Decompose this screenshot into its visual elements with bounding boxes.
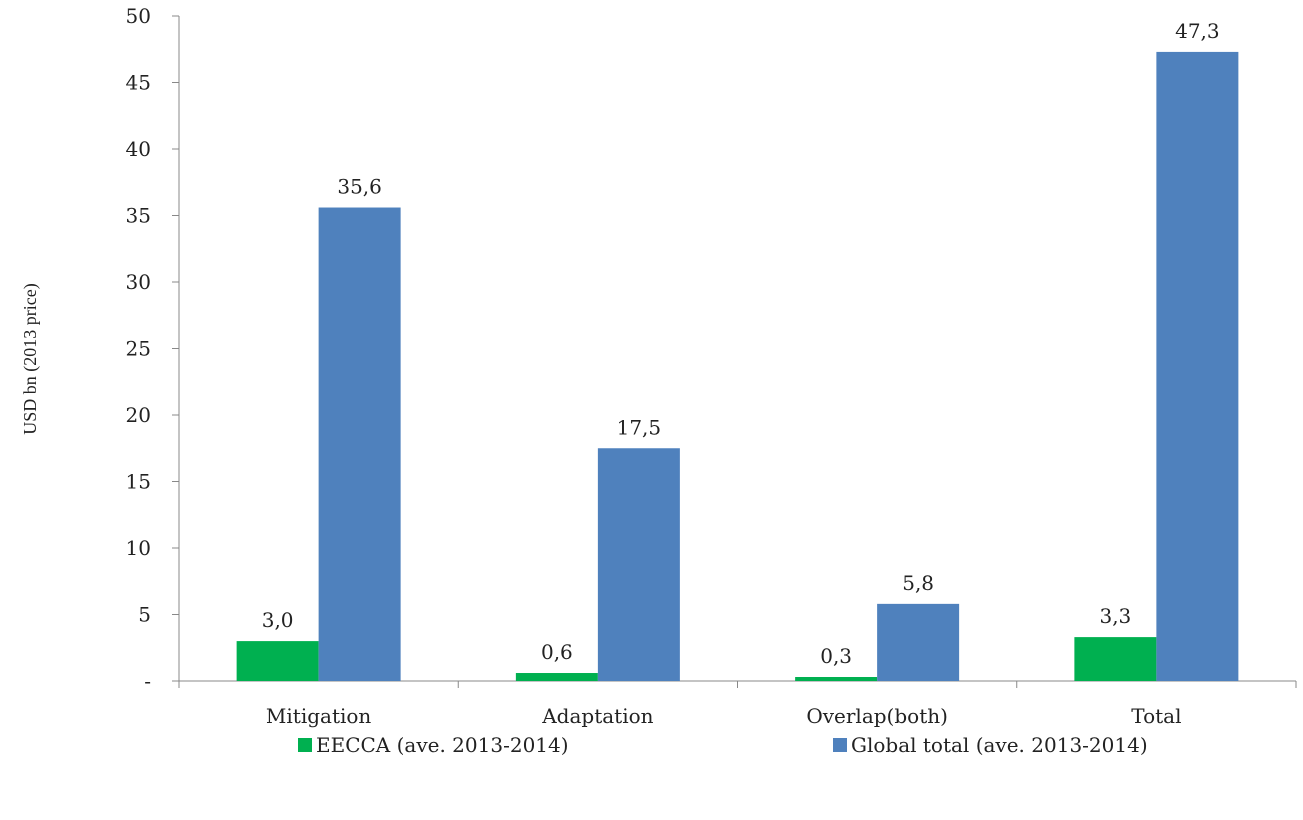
data-label: 5,8 [902,571,934,595]
data-label: 35,6 [337,175,382,199]
bar-eecca [795,677,878,681]
y-tick-label: 35 [126,204,151,228]
data-label: 0,3 [820,644,852,668]
x-tick-label: Mitigation [266,704,372,728]
x-axis: Mitigation Adaptation Overlap(both) Total [178,680,1297,728]
data-label: 0,6 [541,640,573,664]
y-axis: - 5 10 15 20 25 30 35 40 45 50 [126,4,180,693]
y-tick-label: 10 [126,536,151,560]
bar-eecca [1074,637,1157,681]
legend-label-global: Global total (ave. 2013-2014) [851,733,1148,757]
legend-swatch-eecca [298,738,312,752]
legend-item-eecca: EECCA (ave. 2013-2014) [298,733,569,757]
y-tick-label: 20 [126,403,151,427]
legend-label-eecca: EECCA (ave. 2013-2014) [316,733,569,757]
x-tick-label: Overlap(both) [806,704,948,728]
y-tick-label: 45 [126,71,151,95]
bar-eecca [515,673,598,681]
bar-global [597,448,680,681]
y-tick-label: 50 [126,4,151,28]
y-tick-label: - [144,669,151,693]
bar-global [318,207,401,681]
data-label: 3,0 [262,608,294,632]
y-axis-title: USD bn (2013 price) [20,283,41,434]
x-tick-label: Adaptation [541,704,653,728]
data-label: 17,5 [617,415,662,439]
data-label: 47,3 [1175,19,1220,43]
bars [236,51,1239,682]
y-tick-label: 40 [126,137,151,161]
y-tick-label: 30 [126,270,151,294]
x-tick-label: Total [1131,704,1181,728]
data-labels: 3,0 0,6 0,3 3,3 35,6 17,5 5,8 47,3 [262,19,1220,668]
data-label: 3,3 [1099,604,1131,628]
bar-global [877,603,960,681]
legend-item-global: Global total (ave. 2013-2014) [833,733,1148,757]
bar-eecca [236,641,319,681]
legend: EECCA (ave. 2013-2014) Global total (ave… [0,733,1303,763]
y-tick-label: 25 [126,337,151,361]
y-tick-label: 5 [138,603,151,627]
bar-global [1156,51,1239,682]
legend-swatch-global [833,738,847,752]
y-tick-label: 15 [126,470,151,494]
